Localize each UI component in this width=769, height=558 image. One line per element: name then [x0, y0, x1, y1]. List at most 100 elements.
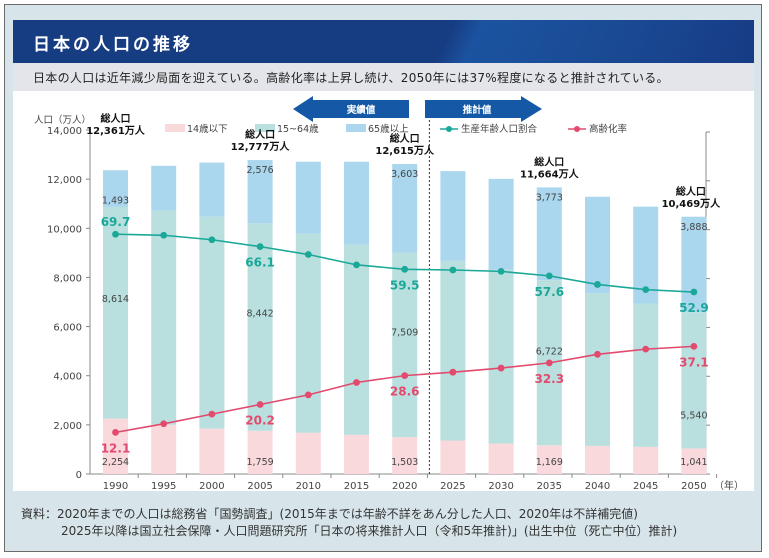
working-ratio-value-label: 57.6 [534, 285, 564, 299]
bar-label-15-64: 6,722 [536, 346, 563, 357]
total-population-label: 総人口 [101, 112, 131, 125]
bar-segment-0-14 [488, 443, 514, 474]
bar-segment-65-plus [488, 178, 514, 270]
x-axis-title: （年） [714, 479, 744, 491]
total-population-value: 11,664万人 [520, 167, 580, 180]
y-tick-label: 14,000 [47, 126, 82, 137]
bar-segment-0-14 [151, 424, 177, 474]
working-ratio-point [545, 272, 553, 280]
bar-segment-65-plus [151, 165, 177, 211]
x-tick-label: 2025 [440, 481, 465, 491]
bar-label-15-64: 7,509 [391, 328, 418, 339]
aging-rate-point [497, 364, 505, 372]
legend-0-14-swatch [165, 124, 185, 132]
working-ratio-point [642, 286, 650, 294]
bar-segment-15-64 [103, 206, 128, 419]
y-tick-label: 4,000 [53, 372, 82, 383]
bar-segment-0-14 [536, 445, 562, 474]
working-ratio-point [256, 243, 264, 251]
working-ratio-point [304, 251, 312, 258]
x-tick-label: 2035 [537, 481, 562, 491]
bar-label-0-14: 1,759 [246, 457, 273, 468]
bar-segment-15-64 [488, 269, 514, 444]
x-tick-label: 1990 [103, 481, 128, 491]
x-tick-label: 2010 [296, 481, 321, 491]
total-population-value: 12,777万人 [231, 140, 291, 153]
bar-segment-0-14 [344, 434, 369, 474]
bar-segment-65-plus [536, 187, 562, 281]
aging-rate-point [401, 372, 409, 380]
actual-arrow-label: 実績値 [347, 104, 376, 116]
aging-rate-point [304, 391, 312, 399]
total-population-label: 総人口 [534, 155, 564, 168]
legend-aging-rate-label: 高齢化率 [589, 123, 628, 135]
bar-segment-65-plus [103, 170, 128, 207]
bar-segment-0-14 [633, 446, 659, 474]
subtitle: 日本の人口は近年減少局面を迎えている。高齢化率は上昇し続け、2050年には37%… [33, 71, 669, 85]
working-ratio-point [353, 261, 360, 269]
working-ratio-point [208, 236, 216, 244]
y-tick-label: 12,000 [47, 175, 82, 186]
bar-label-0-14: 2,254 [102, 457, 129, 468]
bar-segment-15-64 [151, 210, 177, 425]
bar-segment-0-14 [295, 432, 321, 474]
x-tick-label: 2045 [633, 481, 658, 491]
population-chart: 0 2,000 4,000 6,000 8,000 10,000 12,000 14,000人… [34, 96, 744, 492]
x-tick-label: 2005 [247, 481, 272, 491]
legend-15-64-label: 15~64歳 [277, 123, 319, 135]
bar-label-15-64: 8,614 [102, 294, 129, 305]
total-population-label: 総人口 [245, 128, 275, 141]
x-tick-label: 1995 [151, 481, 176, 491]
x-tick-label: 2030 [488, 481, 513, 491]
bar-segment-65-plus [392, 164, 418, 253]
bar-label-65-plus: 3,773 [536, 192, 563, 203]
bar-segment-0-14 [103, 418, 128, 474]
source-line-1: 資料：2020年までの人口は総務省「国勢調査」(2015年までは年齢不詳をあん分… [21, 507, 638, 521]
page-title: 日本の人口の推移 [33, 35, 193, 55]
aging-rate-value-label: 32.3 [534, 372, 564, 386]
working-ratio-point [449, 266, 457, 274]
source-line-2: 2025年以降は国立社会保障・人口問題研究所「日本の将来推計人口（令和5年推計)… [61, 524, 678, 538]
title-bar: 日本の人口の推移 [13, 20, 754, 63]
aging-rate-point [256, 401, 264, 408]
y-tick-label: 10,000 [47, 224, 82, 235]
y-tick-label: 2,000 [53, 421, 82, 432]
bar-segment-15-64 [295, 233, 321, 433]
bar-segment-15-64 [199, 216, 225, 429]
bar-segment-15-64 [247, 223, 273, 431]
chart-area: 0 2,000 4,000 6,000 8,000 10,000 12,000 14,000 人… [13, 91, 754, 492]
x-tick-label: 2020 [392, 481, 417, 491]
bar-label-65-plus: 2,576 [246, 165, 273, 176]
bar-label-15-64: 8,442 [246, 309, 273, 320]
working-ratio-point [594, 281, 601, 288]
aging-rate-point [642, 345, 650, 353]
total-population-label: 総人口 [390, 132, 420, 145]
total-population-value: 12,615万人 [375, 144, 435, 157]
working-ratio-value-label: 52.9 [679, 301, 709, 315]
y-tick-label: 8,000 [53, 273, 82, 284]
legend-65-plus-label: 65歳以上 [368, 123, 409, 135]
bar-segment-15-64 [681, 312, 707, 449]
legend-0-14-label: 14歳以下 [187, 123, 228, 135]
bar-label-65-plus: 3,888 [680, 222, 707, 233]
aging-rate-point [449, 368, 457, 376]
legend-65-plus-swatch [346, 124, 366, 132]
working-ratio-point [112, 230, 119, 238]
bar-segment-15-64 [344, 244, 369, 435]
aging-rate-value-label: 28.6 [390, 385, 420, 399]
legend-working-ratio-label: 生産年齢人口割合 [461, 123, 538, 135]
bar-segment-0-14 [199, 428, 225, 474]
bar-segment-65-plus [681, 216, 707, 313]
working-ratio-point [160, 231, 168, 239]
y-axis-title: 人口（万人） [34, 114, 91, 126]
bar-label-65-plus: 1,493 [102, 195, 129, 206]
bar-segment-65-plus [440, 171, 466, 261]
bar-segment-15-64 [633, 303, 659, 447]
aging-rate-point [594, 350, 601, 358]
aging-rate-point [353, 379, 360, 386]
panel-frame: 日本の人口の推移 日本の人口は近年減少局面を迎えている。高齢化率は上昇し続け、2… [4, 4, 762, 552]
aging-rate-value-label: 37.1 [679, 355, 709, 369]
actual-arrow [293, 96, 409, 122]
x-tick-label: 2000 [199, 481, 224, 491]
bar-label-0-14: 1,041 [680, 457, 707, 468]
